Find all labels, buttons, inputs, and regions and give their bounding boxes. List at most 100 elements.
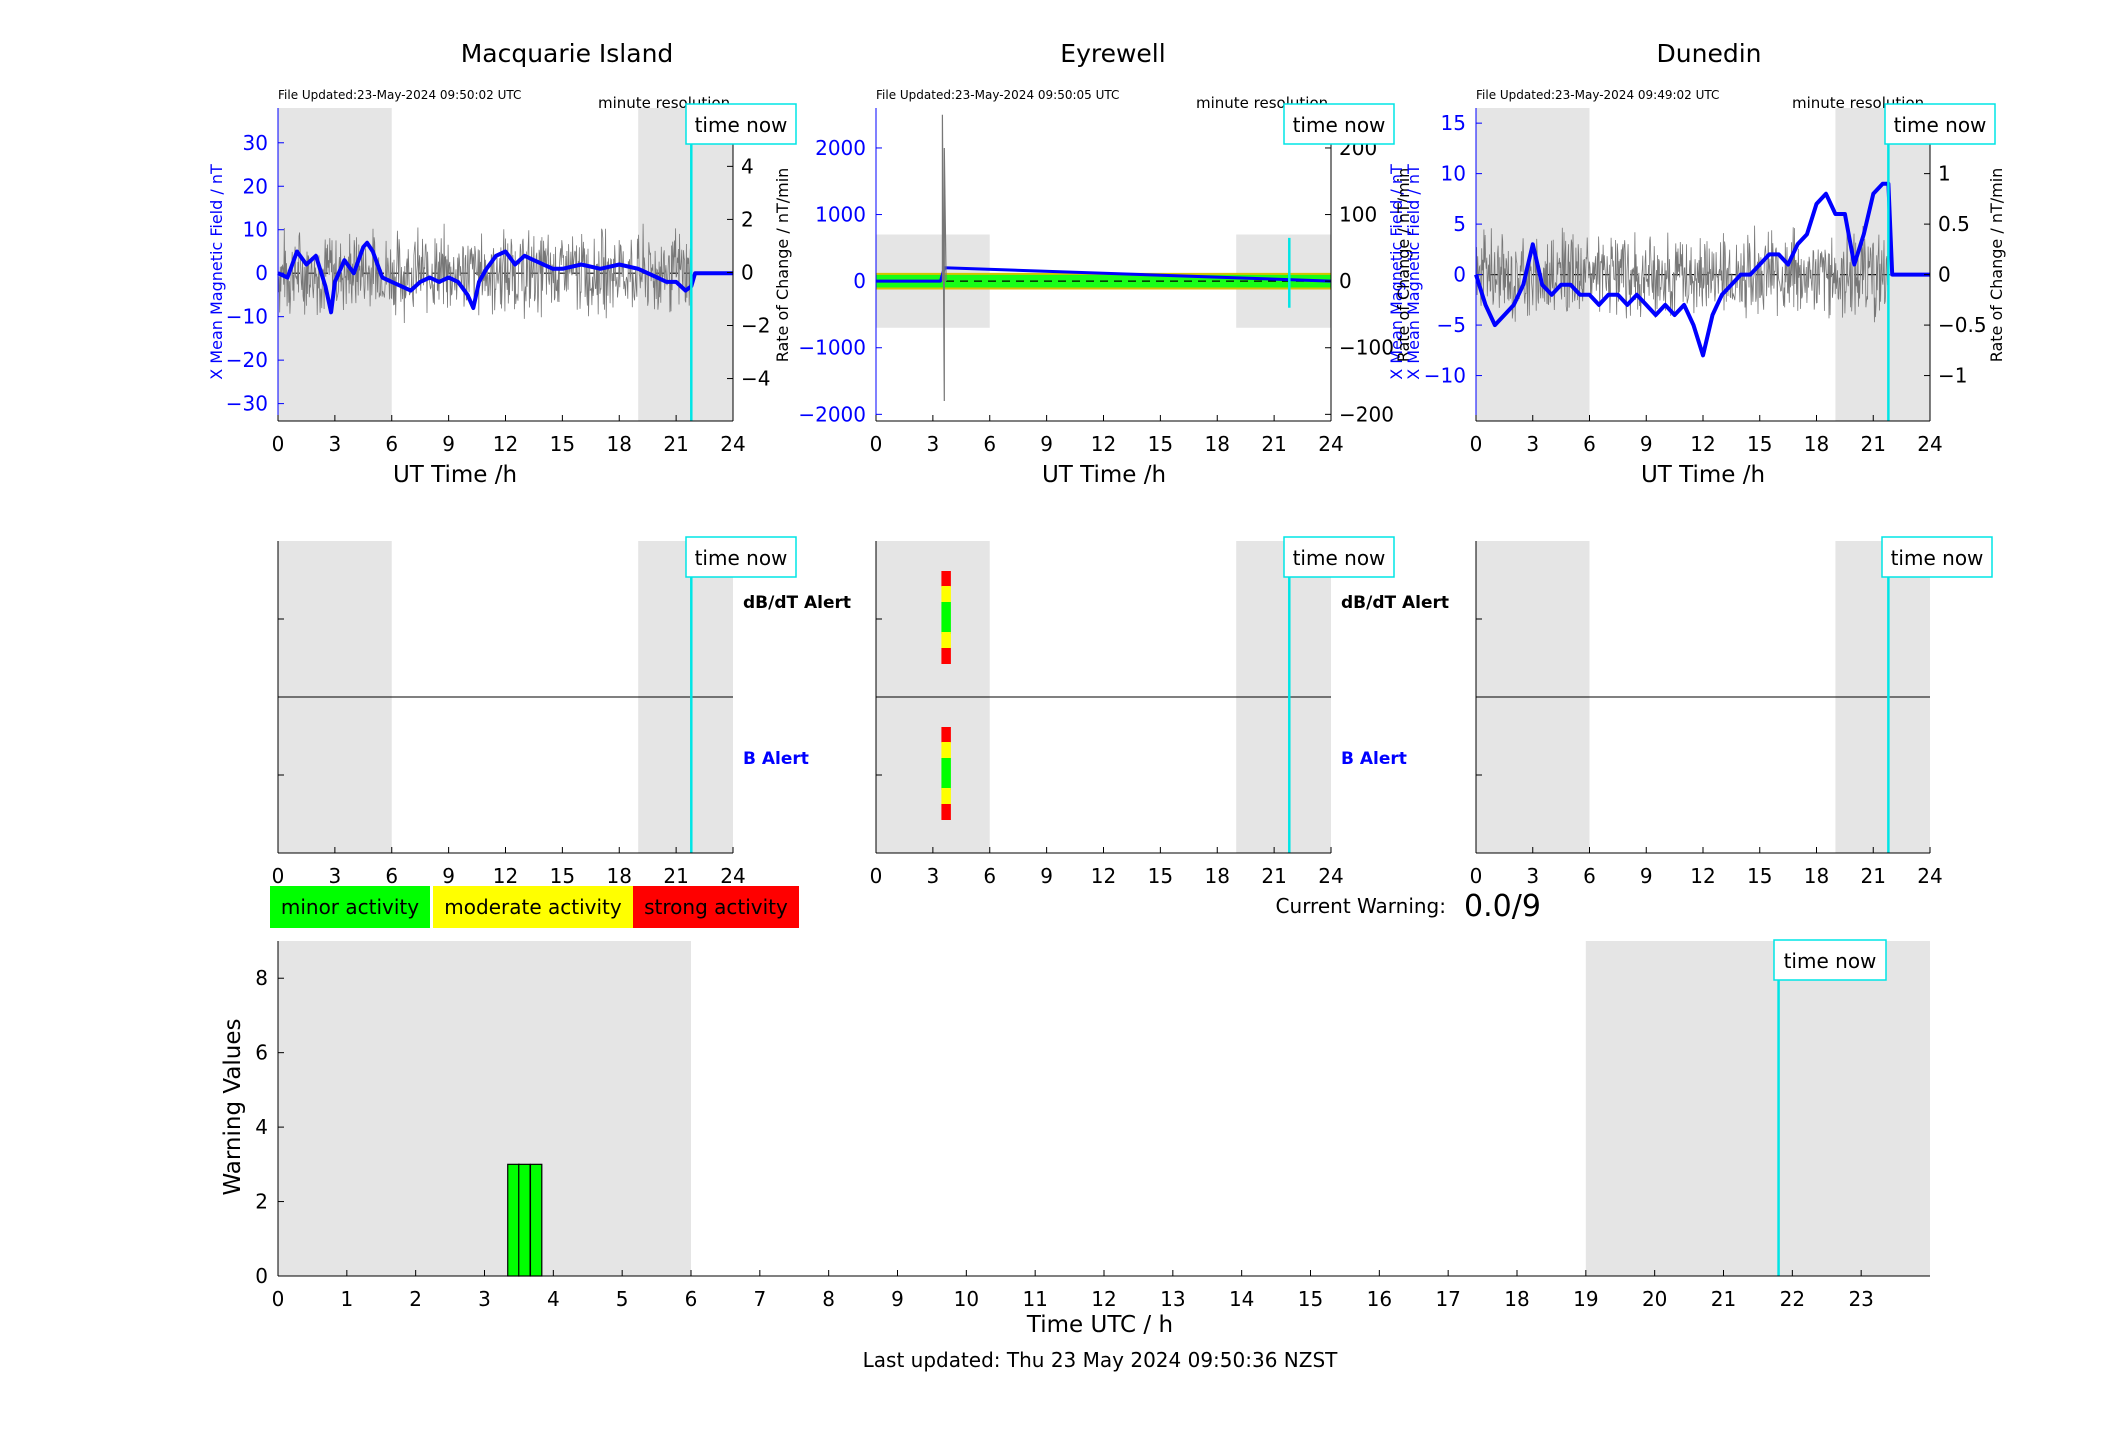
b-alert-label: B Alert [743, 749, 809, 769]
x-tick-label: 5 [616, 1287, 629, 1311]
time-now-label: time now [1894, 113, 1987, 137]
macquarie-field-panel: Macquarie Island File Updated:23-May-202… [207, 39, 797, 488]
x-tick-label: 12 [493, 864, 518, 888]
x-tick-label: 6 [1583, 432, 1596, 456]
b-alert-cell [941, 758, 951, 790]
magnetic-field-trace [277, 240, 733, 315]
file-updated-text: File Updated:23-May-2024 09:49:02 UTC [1476, 88, 1719, 102]
x-tick-label: 14 [1229, 1287, 1254, 1311]
time-now-box [1283, 103, 1395, 145]
right-y-tick-label: 2 [741, 207, 754, 231]
current-warning-label: Current Warning: [1276, 894, 1446, 918]
left-y-tick-label: 30 [243, 131, 268, 155]
x-tick-label: 18 [1205, 432, 1230, 456]
b-alert-cell [941, 742, 951, 758]
dunedin-field-panel: Dunedin File Updated:23-May-2024 09:49:0… [1404, 39, 2006, 488]
time-now-box [1884, 103, 1996, 145]
x-axis-label: UT Time /h [1641, 462, 1765, 488]
time-now-label: time now [695, 546, 788, 570]
x-tick-label: 1 [340, 1287, 353, 1311]
right-y-tick-label: 0 [741, 260, 754, 284]
alert-body: 0 3 6 9 12 15 18 21 24 [1470, 541, 1943, 888]
right-y-tick-label: 4 [741, 154, 754, 178]
x-tick-label: 6 [983, 864, 996, 888]
warning-x-axis-label: Time UTC / h [1026, 1312, 1173, 1338]
right-y-tick-label: 0.5 [1938, 212, 1970, 236]
x-tick-label: 15 [1747, 432, 1772, 456]
station-title: Dunedin [1657, 39, 1762, 68]
x-tick-label: 24 [720, 864, 745, 888]
x-tick-label: 13 [1160, 1287, 1185, 1311]
x-tick-label: 15 [550, 864, 575, 888]
x-tick-label: 8 [822, 1287, 835, 1311]
night-shade [638, 108, 733, 421]
macquarie-alert-panel: 0 3 6 9 12 15 18 21 24 dB/dT Alert B Alert time … [272, 536, 851, 888]
left-y-tick-label: 10 [243, 218, 268, 242]
right-y-axis-label: Rate of Change / nT/min [1987, 168, 2006, 363]
right-y-tick-label: 100 [1339, 203, 1377, 227]
left-y-tick-label: 1000 [815, 203, 866, 227]
x-tick-label: 0 [272, 864, 285, 888]
last-updated-text: Last updated: Thu 23 May 2024 09:50:36 N… [863, 1348, 1339, 1372]
dbdt-alert-label: dB/dT Alert [1341, 593, 1449, 613]
x-tick-label: 9 [1040, 432, 1053, 456]
left-y-tick-label: −1000 [798, 336, 866, 360]
legend-strong-swatch [633, 886, 799, 928]
left-y-tick-label: −20 [226, 348, 268, 372]
left-y-tick-label: −10 [226, 305, 268, 329]
x-tick-label: 0 [272, 1287, 285, 1311]
x-tick-label: 24 [1318, 864, 1343, 888]
x-tick-label: 21 [1261, 432, 1286, 456]
x-tick-label: 3 [329, 864, 342, 888]
station-title: Eyrewell [1060, 39, 1165, 68]
x-tick-label: 9 [1040, 864, 1053, 888]
x-tick-label: 4 [547, 1287, 560, 1311]
x-tick-label: 16 [1367, 1287, 1392, 1311]
b-alert-cell [941, 804, 951, 820]
plot-body: 0 3 6 9 12 15 18 21 24−2000−1000010002000−200−10… [798, 108, 1394, 456]
x-tick-label: 18 [1804, 864, 1829, 888]
x-tick-label: 3 [927, 864, 940, 888]
x-tick-label: 15 [550, 432, 575, 456]
left-y-axis-label: X Mean Magnetic Field / nT [1404, 164, 1423, 380]
night-shade [1585, 941, 1930, 1276]
rate-of-change-trace [941, 114, 947, 402]
left-y-axis-label: X Mean Magnetic Field / nT [207, 164, 226, 380]
rate-of-change-trace [1475, 225, 1889, 323]
warning-y-axis-label: Warning Values [220, 1018, 246, 1195]
warning-bar [529, 1163, 543, 1277]
alert-body: 0 3 6 9 12 15 18 21 24 [870, 541, 1344, 888]
x-tick-label: 12 [1091, 1287, 1116, 1311]
x-tick-label: 23 [1848, 1287, 1873, 1311]
time-now-label: time now [1784, 949, 1877, 973]
x-tick-label: 9 [1640, 864, 1653, 888]
y-tick-label: 0 [255, 1264, 268, 1288]
time-now-label: time now [1293, 546, 1386, 570]
x-tick-label: 18 [1804, 432, 1829, 456]
left-y-tick-label: 2000 [815, 136, 866, 160]
x-tick-label: 15 [1148, 864, 1173, 888]
x-tick-label: 9 [442, 864, 455, 888]
right-y-tick-label: −4 [741, 367, 770, 391]
rate-of-change-trace [277, 223, 692, 324]
left-y-tick-label: 5 [1453, 212, 1466, 236]
x-tick-label: 21 [1711, 1287, 1736, 1311]
time-now-label: time now [1891, 546, 1984, 570]
time-now-box [1283, 536, 1395, 578]
y-tick-label: 6 [255, 1041, 268, 1065]
alert-body: 0 3 6 9 12 15 18 21 24 [272, 541, 746, 888]
y-tick-label: 2 [255, 1190, 268, 1214]
right-y-tick-label: −100 [1339, 336, 1394, 360]
legend-moderate-label: moderate activity [444, 895, 622, 919]
x-tick-label: 9 [1640, 432, 1653, 456]
x-tick-label: 24 [1917, 432, 1942, 456]
time-now-box [1881, 536, 1993, 578]
time-now-box [685, 536, 797, 578]
x-tick-label: 15 [1148, 432, 1173, 456]
station-title: Macquarie Island [461, 39, 674, 68]
x-tick-label: 18 [1504, 1287, 1529, 1311]
b-alert-cell [941, 727, 951, 743]
x-tick-label: 12 [493, 432, 518, 456]
